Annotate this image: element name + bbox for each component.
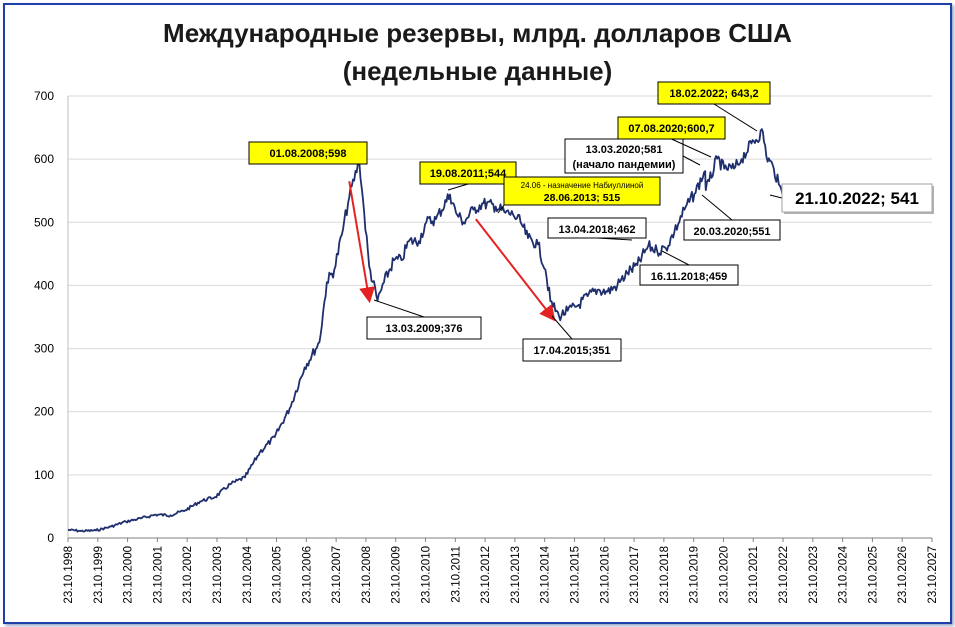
annotation-callout: 13.03.2009;376 — [366, 299, 482, 340]
callout-label: (начало пандемии) — [573, 159, 676, 171]
chart-title-line2: (недельные данные) — [342, 56, 613, 86]
x-tick-label: 23.10.2019 — [689, 546, 701, 604]
callout-leader — [447, 183, 469, 191]
annotation-callout: 18.02.2022; 643,2 — [657, 81, 771, 132]
y-tick-label: 600 — [34, 152, 54, 166]
x-tick-label: 23.10.2012 — [480, 546, 492, 604]
callout-label: 20.03.2020;551 — [693, 226, 770, 238]
callout-leader — [661, 250, 690, 266]
x-tick-label: 23.10.2017 — [629, 546, 641, 604]
y-tick-label: 100 — [34, 468, 54, 482]
annotation-callout: 13.03.2020;581 (начало пандемии) — [564, 138, 701, 174]
x-tick-label: 23.10.2008 — [361, 546, 373, 604]
annotation-callout: 01.08.2008;598 — [248, 141, 368, 165]
x-tick-label: 23.10.2026 — [897, 546, 909, 604]
red-arrow — [475, 218, 556, 322]
x-tick-label: 23.10.2027 — [927, 546, 939, 604]
x-tick-label: 23.10.2006 — [301, 546, 313, 604]
callout-box — [522, 338, 622, 362]
x-tick-label: 23.10.2016 — [599, 546, 611, 604]
callout-label: 19.08.2011;544 — [430, 168, 507, 180]
callout-leader — [701, 194, 733, 221]
annotation-callout: 24.06 - назначение Набиуллиной 28.06.2013… — [497, 176, 661, 214]
series-line — [67, 128, 784, 533]
x-tick-label: 23.10.2015 — [569, 546, 581, 604]
x-tick-label: 23.10.1999 — [93, 546, 105, 604]
annotation-callout: 17.04.2015;351 — [522, 315, 622, 362]
callout-label: 18.02.2022; 643,2 — [669, 88, 758, 100]
callout-shadow — [932, 186, 934, 214]
y-tick-label: 400 — [34, 278, 54, 292]
x-tick-label: 23.10.2004 — [242, 545, 254, 603]
annotation-callout: 16.11.2018;459 — [639, 250, 739, 286]
x-tick-label: 23.10.2005 — [272, 546, 284, 604]
callout-box — [564, 138, 684, 174]
annotation-callout: 20.03.2020;551 — [683, 194, 781, 241]
callout-label: 17.04.2015;351 — [533, 345, 610, 357]
callout-leader — [671, 138, 712, 158]
chart-title: Международные резервы, млрд. долларов СШ… — [0, 14, 955, 90]
x-tick-label: 23.10.2007 — [331, 546, 343, 604]
x-tick-label: 23.10.2025 — [867, 546, 879, 604]
callout-box — [683, 219, 781, 241]
callout-box — [617, 116, 726, 140]
latest-value-label: 21.10.2022; 541 — [795, 189, 919, 208]
callout-box — [639, 264, 739, 286]
annotation-callout: 07.08.2020;600,7 — [617, 116, 726, 158]
x-tick-label: 23.10.2018 — [659, 546, 671, 604]
callout-box — [366, 316, 482, 340]
callout-box — [503, 176, 661, 206]
x-tick-label: 23.10.2002 — [182, 546, 194, 604]
callout-leader — [497, 204, 505, 214]
chart-frame — [3, 3, 952, 624]
callout-box — [657, 81, 771, 105]
x-tick-label: 23.10.2010 — [421, 546, 433, 604]
y-tick-label: 200 — [34, 405, 54, 419]
x-tick-label: 23.10.2001 — [152, 546, 164, 604]
x-tick-label: 23.10.2024 — [838, 545, 850, 603]
y-tick-label: 300 — [34, 342, 54, 356]
x-tick-label: 23.10.2023 — [808, 546, 820, 604]
x-tick-label: 23.10.2020 — [718, 546, 730, 604]
red-arrow — [348, 181, 376, 304]
callout-label: 16.11.2018;459 — [651, 271, 727, 283]
callout-label: 13.04.2018;462 — [558, 224, 635, 236]
x-tick-label: 23.10.2011 — [450, 546, 462, 603]
callout-label: 28.06.2013; 515 — [544, 192, 621, 204]
callout-box — [547, 217, 647, 239]
annotation-callout: 13.04.2018;462 — [547, 217, 647, 241]
y-tick-label: 500 — [34, 215, 54, 229]
x-tick-label: 23.10.2022 — [778, 546, 790, 604]
annotation-callout: 21.10.2022; 541 — [769, 183, 934, 214]
x-tick-label: 23.10.2000 — [123, 546, 135, 604]
callout-shadow — [784, 212, 934, 214]
callout-label: 13.03.2020;581 — [585, 144, 662, 156]
callout-label: 07.08.2020;600,7 — [628, 123, 714, 135]
callout-box — [248, 141, 368, 165]
callout-leader — [713, 103, 758, 132]
callout-leader — [551, 315, 573, 340]
x-tick-label: 23.10.2013 — [510, 546, 522, 604]
x-tick-label: 23.10.2021 — [748, 546, 760, 604]
callout-box — [419, 161, 517, 185]
y-tick-label: 0 — [47, 531, 54, 545]
callout-label: 13.03.2009;376 — [385, 323, 462, 335]
callout-leader — [682, 155, 701, 166]
x-tick-label: 23.10.2009 — [391, 546, 403, 604]
annotation-callout: 19.08.2011;544 — [419, 161, 517, 191]
callout-leader — [373, 299, 425, 318]
x-tick-label: 23.10.1998 — [63, 546, 75, 604]
callout-label: 24.06 - назначение Набиуллиной — [521, 181, 644, 190]
x-tick-label: 23.10.2003 — [212, 546, 224, 604]
callout-label: 01.08.2008;598 — [269, 148, 346, 160]
y-tick-label: 700 — [34, 89, 54, 103]
x-tick-label: 23.10.2014 — [540, 545, 552, 603]
chart-title-line1: Международные резервы, млрд. долларов СШ… — [163, 18, 792, 48]
callout-leader — [769, 194, 783, 199]
